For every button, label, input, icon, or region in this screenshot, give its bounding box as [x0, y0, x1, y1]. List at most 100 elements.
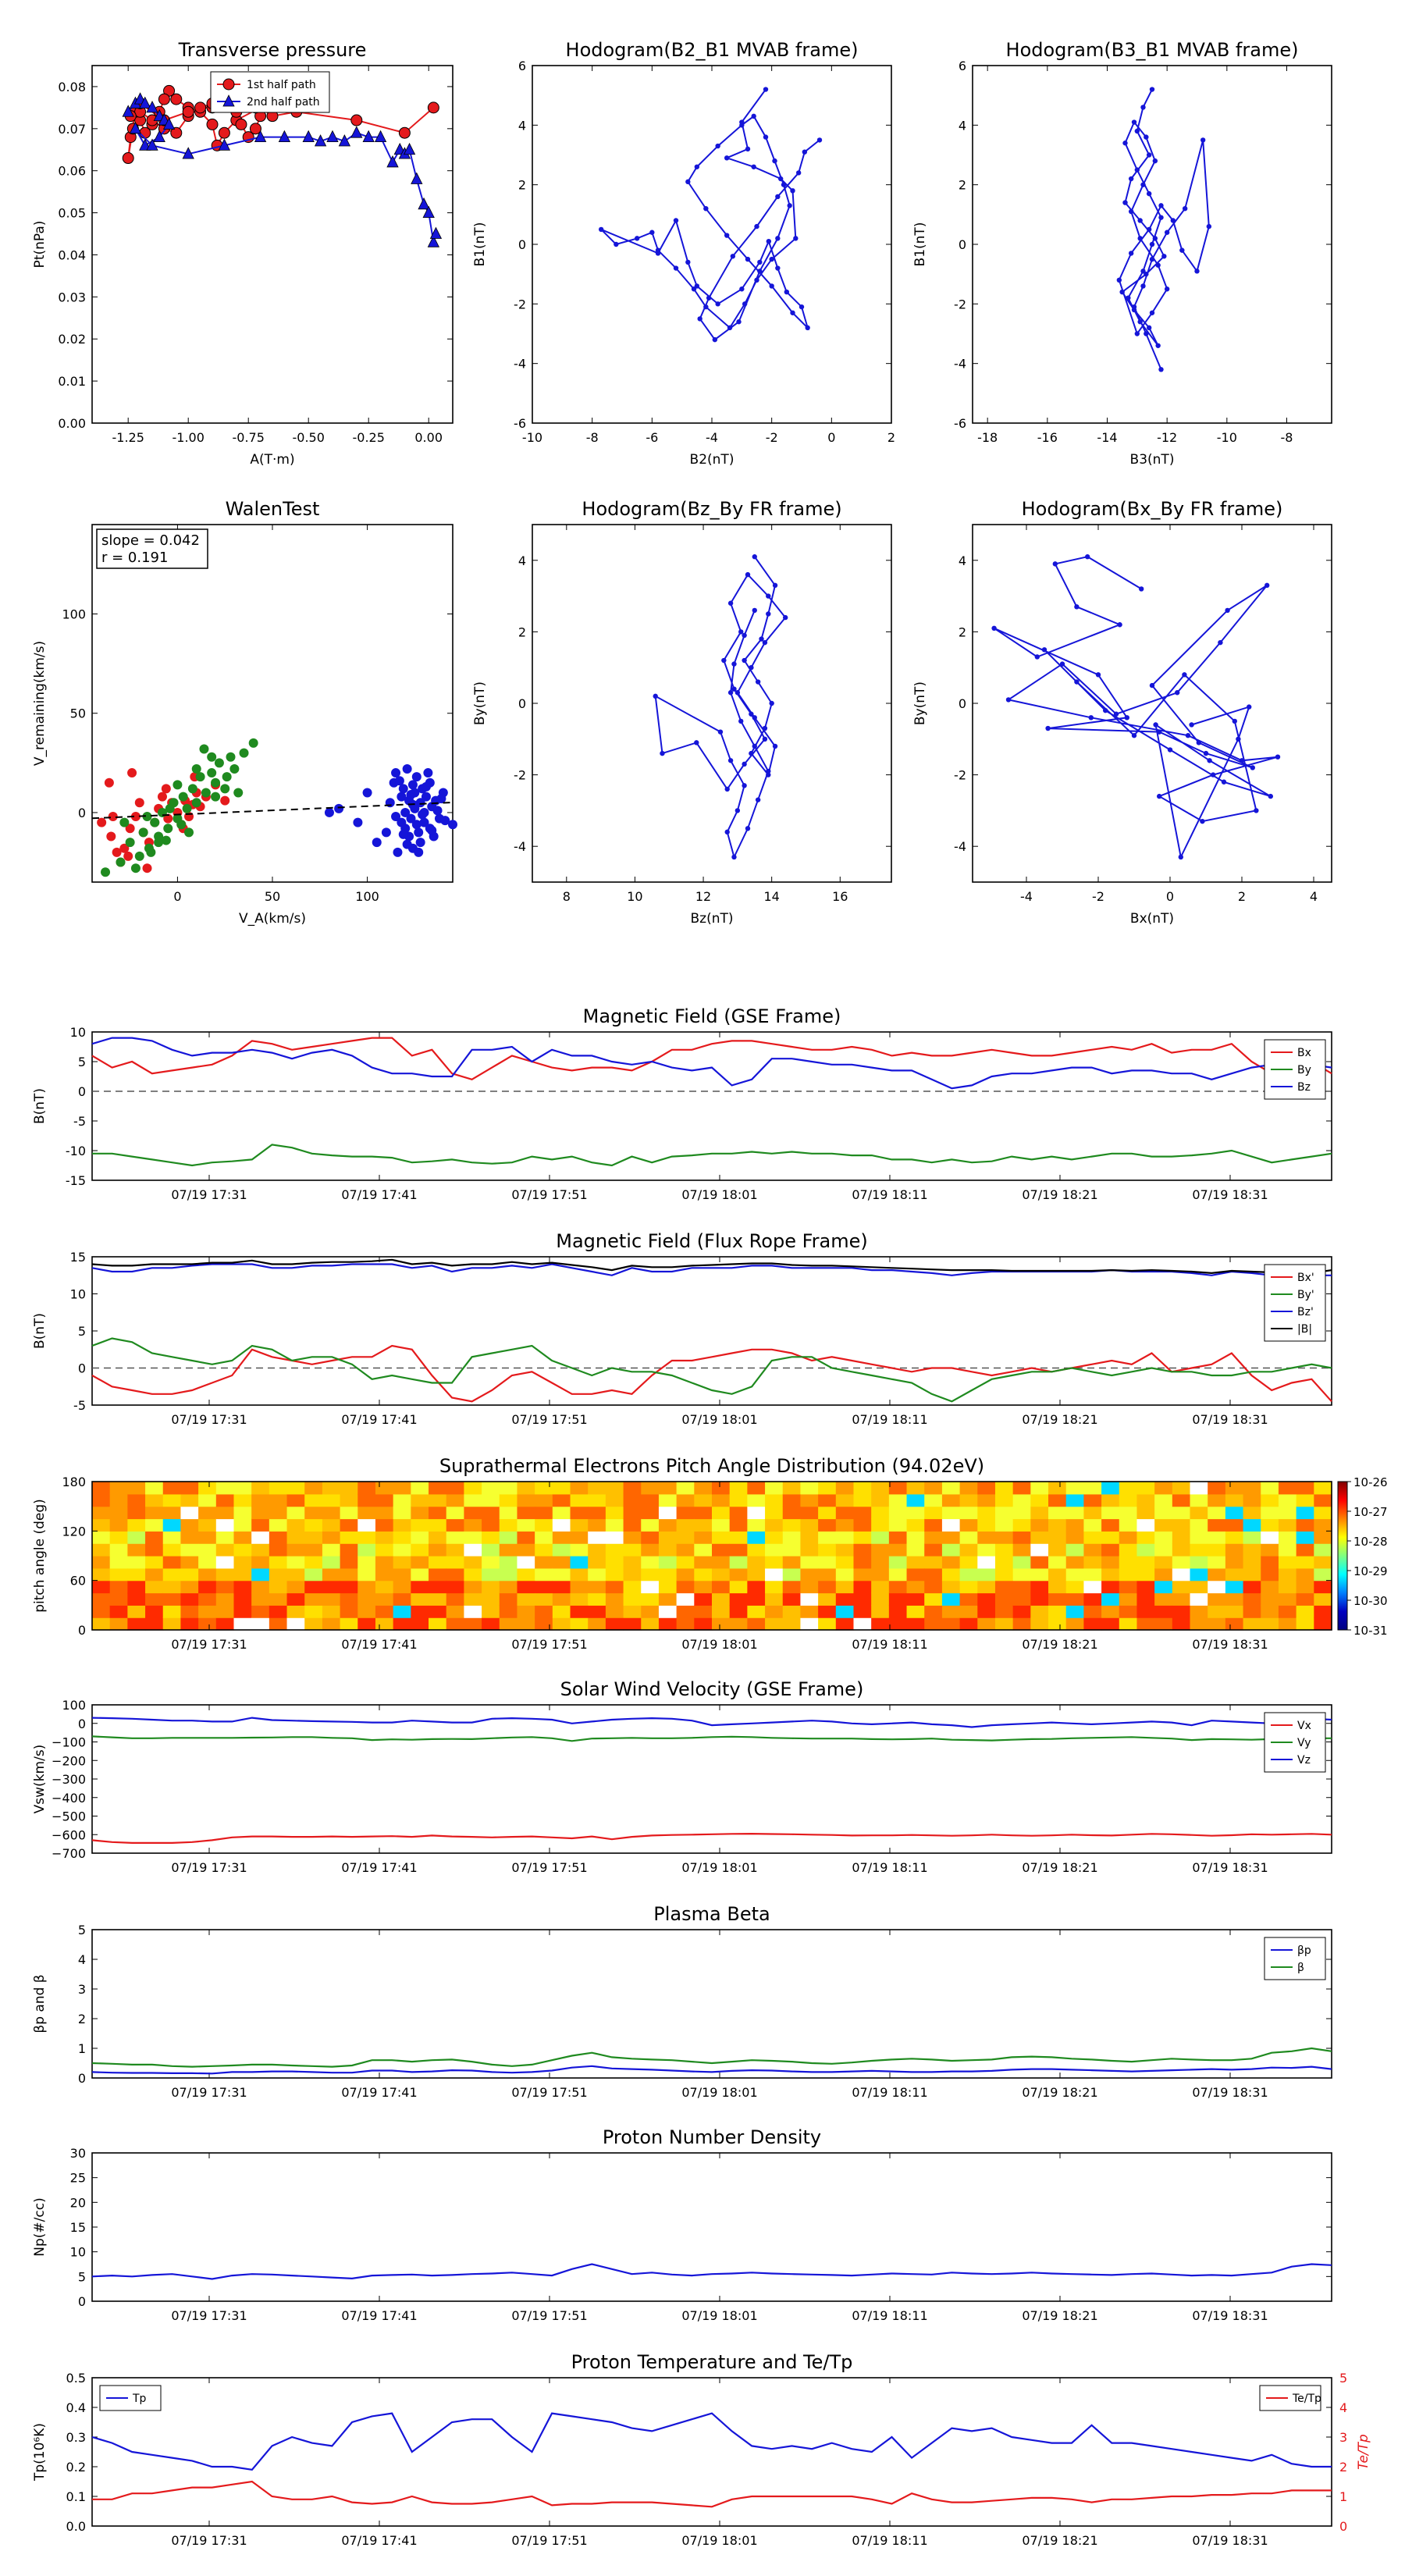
heatmap-cell: [853, 1543, 872, 1557]
heatmap-cell: [411, 1556, 429, 1569]
heatmap-cell: [853, 1605, 872, 1618]
data-point: [1158, 215, 1164, 220]
time-tick-label: 07/19 18:21: [1022, 1860, 1097, 1875]
data-point: [1144, 331, 1149, 336]
data-point: [163, 813, 173, 824]
heatmap-cell: [605, 1543, 624, 1557]
time-tick-label: 07/19 17:31: [171, 1412, 247, 1427]
heatmap-cell: [1119, 1617, 1138, 1631]
heatmap-cell: [145, 1482, 164, 1495]
y-tick-label: 0.2: [66, 2460, 86, 2475]
y-tick-label: 0: [78, 806, 86, 820]
heatmap-cell: [1030, 1592, 1049, 1606]
heatmap-cell: [1208, 1580, 1226, 1594]
heatmap-cell: [535, 1580, 553, 1594]
data-point: [1137, 236, 1143, 241]
heatmap-cell: [1030, 1493, 1049, 1507]
time-tick-label: 07/19 18:01: [681, 2308, 757, 2323]
heatmap-cell: [871, 1531, 890, 1544]
heatmap-cell: [818, 1506, 837, 1520]
heatmap-cell: [782, 1518, 802, 1532]
heatmap-cell: [535, 1556, 553, 1569]
heatmap-cell: [1261, 1518, 1279, 1532]
data-point: [374, 130, 387, 143]
heatmap-cell: [1225, 1493, 1244, 1507]
heatmap-cell: [357, 1506, 376, 1520]
heatmap-cell: [162, 1592, 182, 1606]
heatmap-cell: [747, 1493, 766, 1507]
heatmap-cell: [641, 1518, 660, 1532]
data-point: [634, 236, 640, 241]
heatmap-cell: [888, 1493, 908, 1507]
heatmap-cell: [1101, 1506, 1120, 1520]
heatmap-cell: [924, 1482, 943, 1495]
x-tick-label: 16: [832, 889, 848, 904]
heatmap-cell: [712, 1506, 731, 1520]
heatmap-cell: [729, 1617, 748, 1631]
heatmap-cell: [286, 1567, 305, 1582]
heatmap-cell: [322, 1617, 341, 1631]
time-tick-label: 07/19 17:51: [511, 1637, 587, 1652]
data-point: [752, 743, 757, 749]
heatmap-cell: [109, 1580, 128, 1594]
heatmap-cell: [127, 1605, 146, 1618]
y-tick-label: 0.06: [58, 164, 86, 179]
data-point: [739, 123, 745, 128]
heatmap-cell: [1154, 1518, 1173, 1532]
y-tick-label: 4: [518, 118, 526, 133]
chart-title: Hodogram(B2_B1 MVAB frame): [566, 39, 859, 61]
data-point: [754, 223, 759, 229]
data-point: [1085, 554, 1090, 560]
heatmap-cell: [747, 1482, 766, 1495]
data-point: [673, 218, 679, 223]
heatmap-cell: [1119, 1531, 1138, 1544]
y-tick-label: -4: [954, 839, 966, 854]
heatmap-cell: [304, 1543, 323, 1557]
x-tick-label: -1.25: [112, 430, 144, 445]
data-point: [763, 134, 769, 140]
data-point: [182, 803, 192, 813]
heatmap-cell: [694, 1543, 713, 1557]
data-point: [125, 838, 135, 848]
heatmap-cell: [623, 1506, 642, 1520]
heatmap-cell: [162, 1543, 182, 1557]
colorbar-tick-label: 10-28: [1353, 1535, 1388, 1549]
data-point: [1207, 758, 1212, 763]
data-point: [1203, 750, 1209, 756]
series-line: [91, 1337, 1332, 1403]
heatmap-cell: [658, 1567, 678, 1582]
heatmap-cell: [1083, 1580, 1102, 1594]
heatmap-cell: [92, 1567, 111, 1582]
heatmap-cell: [994, 1531, 1014, 1544]
heatmap-cell: [464, 1617, 482, 1631]
chart-h2: -18 -16 -14 -12 -10 -8 -6 -4 -2 0 2 4 6 Hodogram(B3_B…: [912, 39, 1332, 468]
heatmap-cell: [570, 1543, 589, 1557]
heatmap-cell: [888, 1556, 908, 1569]
heatmap-cell: [994, 1518, 1014, 1532]
heatmap-cell: [162, 1493, 182, 1507]
heatmap-cell: [286, 1556, 305, 1569]
data-point: [1149, 256, 1155, 262]
data-point: [1119, 289, 1125, 295]
data-point: [170, 126, 183, 139]
heatmap-cell: [835, 1543, 855, 1557]
heatmap-cell: [286, 1617, 305, 1631]
heatmap-cell: [1136, 1506, 1155, 1520]
legend-label: Tp: [132, 2393, 147, 2405]
heatmap-cell: [623, 1518, 642, 1532]
data-point: [222, 94, 235, 107]
heatmap-cell: [1296, 1617, 1314, 1631]
heatmap-cell: [251, 1580, 270, 1594]
data-point: [1140, 105, 1146, 110]
data-point: [165, 803, 175, 813]
heatmap-cell: [1101, 1605, 1120, 1618]
time-tick-label: 07/19 18:31: [1192, 1187, 1268, 1202]
heatmap-cell: [517, 1567, 535, 1582]
heatmap-cell: [251, 1531, 270, 1544]
heatmap-cell: [127, 1580, 146, 1594]
heatmap-cell: [800, 1567, 819, 1582]
heatmap-cell: [888, 1592, 908, 1606]
heatmap-cell: [393, 1482, 411, 1495]
heatmap-cell: [570, 1617, 589, 1631]
